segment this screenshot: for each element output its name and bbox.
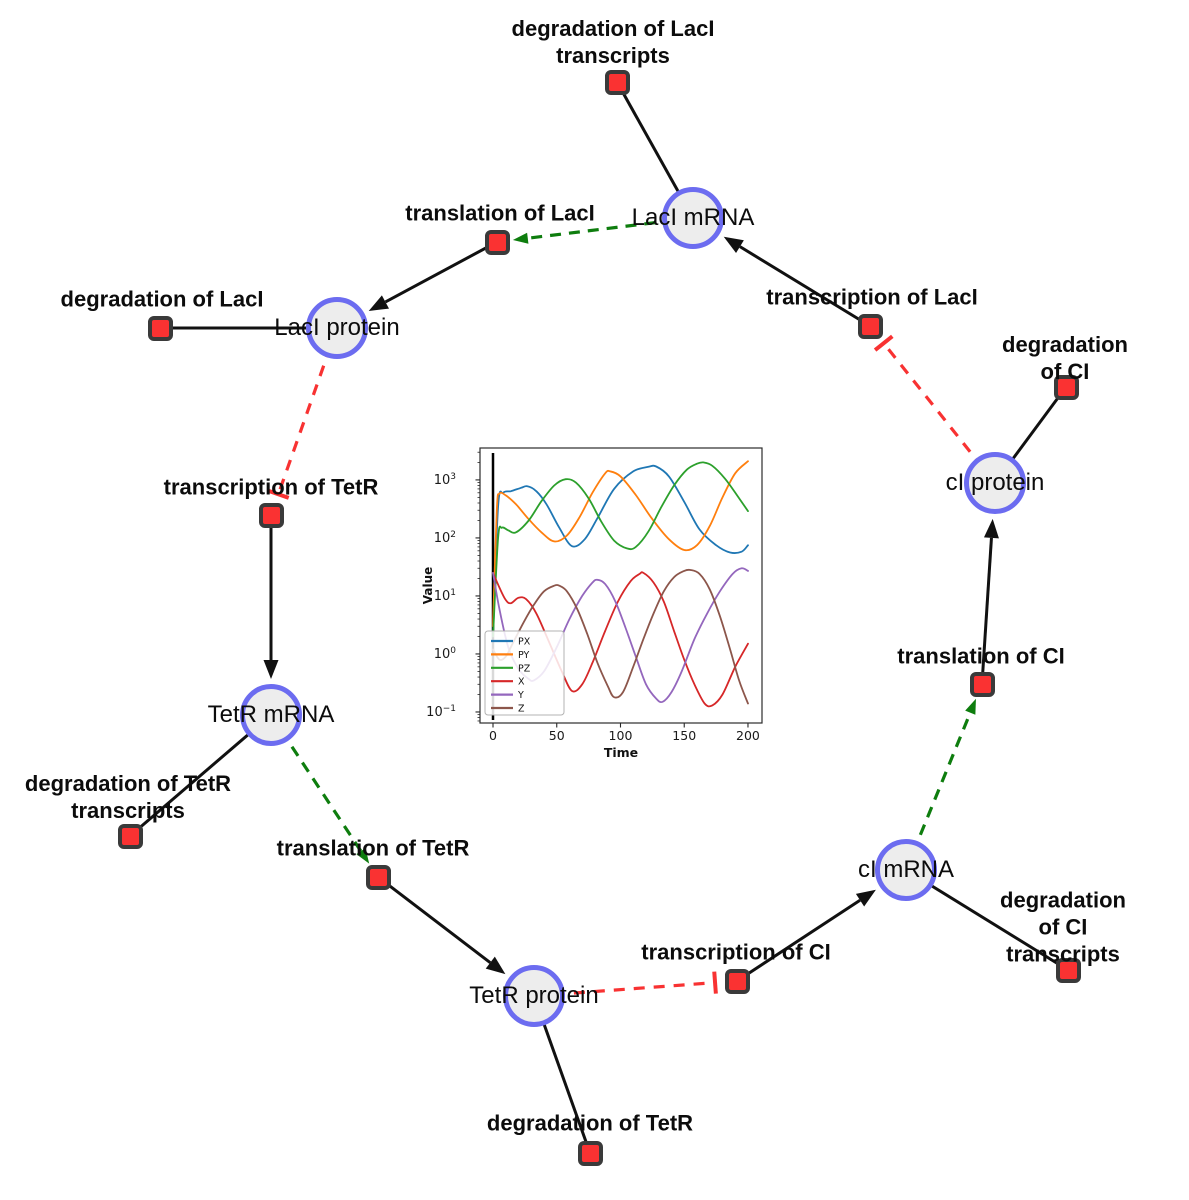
reaction-node-r-deg-ci[interactable]: [1054, 375, 1079, 400]
reaction-label: degradation of TetR transcripts: [24, 771, 232, 823]
reaction-node-r-tl-ci[interactable]: [970, 672, 995, 697]
species-node-s-laci-mrna[interactable]: [662, 187, 724, 249]
reaction-label: degradation of CI transcripts: [1000, 887, 1126, 967]
y-tick-label: 102: [434, 530, 456, 546]
species-label: TetR protein: [469, 982, 599, 1009]
y-tick-label: 103: [434, 472, 456, 488]
species-node-s-tetr-prot[interactable]: [503, 965, 565, 1027]
reaction-label: transcription of CI: [641, 939, 831, 965]
y-tick-label: 101: [434, 588, 456, 604]
reaction-label: translation of LacI: [405, 200, 595, 226]
x-tick-label: 50: [549, 728, 565, 743]
x-tick-label: 150: [672, 728, 696, 743]
reaction-label: translation of TetR: [276, 835, 470, 861]
species-label: cI mRNA: [858, 856, 954, 883]
reaction-node-r-deg-tetr-tx[interactable]: [118, 824, 143, 849]
edge-r-tc-laci-s-laci-mrna: [723, 236, 871, 328]
edge-r-tc-ci-s-ci-mrna: [736, 889, 876, 983]
x-axis-label: Time: [604, 745, 638, 760]
reaction-label: degradation of TetR: [486, 1110, 694, 1136]
y-tick-label: 10−1: [426, 704, 456, 720]
species-node-s-laci-prot[interactable]: [306, 297, 368, 359]
reaction-label: translation of CI: [897, 643, 1065, 669]
legend-label: X: [518, 677, 525, 688]
reaction-label: degradation of LacI: [60, 286, 264, 312]
edge-r-tl-ci-s-ci-prot: [980, 518, 999, 685]
series-PZ: [492, 461, 749, 638]
x-tick-label: 0: [489, 728, 497, 743]
y-tick-label: 100: [434, 646, 457, 662]
x-tick-label: 200: [736, 728, 760, 743]
legend-label: Y: [517, 690, 524, 701]
edge-s-ci-mrna-r-deg-ci-tx: [905, 868, 1069, 972]
species-node-s-ci-prot[interactable]: [964, 452, 1026, 514]
reaction-label: transcription of TetR: [163, 474, 379, 500]
species-label: cI protein: [945, 469, 1045, 496]
edge-r-tc-tetr-s-tetr-mrna: [263, 515, 279, 679]
reaction-node-r-deg-laci-tx[interactable]: [605, 70, 630, 95]
reaction-node-r-deg-tetr[interactable]: [578, 1141, 603, 1166]
species-node-s-ci-mrna[interactable]: [875, 839, 937, 901]
reaction-node-r-tc-laci[interactable]: [858, 314, 883, 339]
reaction-node-r-tl-tetr[interactable]: [366, 865, 391, 890]
legend-label: PX: [518, 637, 531, 648]
species-label: LacI mRNA: [631, 204, 755, 231]
species-label: LacI protein: [274, 314, 400, 341]
reaction-node-r-deg-ci-tx[interactable]: [1056, 958, 1081, 983]
series-PY: [492, 460, 749, 628]
legend-label: PY: [518, 650, 530, 661]
reaction-node-r-deg-laci[interactable]: [148, 316, 173, 341]
chart-legend: PX PY PZ XYZ: [484, 630, 565, 716]
reaction-label: degradation of LacI transcripts: [511, 16, 715, 68]
edge-r-tl-laci-s-laci-prot: [368, 240, 498, 311]
series-Z: [492, 568, 749, 705]
species-label: TetR mRNA: [207, 701, 335, 728]
reaction-node-r-tc-ci[interactable]: [725, 969, 750, 994]
legend-label: PZ: [518, 663, 531, 674]
reaction-node-r-tc-tetr[interactable]: [259, 503, 284, 528]
x-tick-label: 100: [609, 728, 633, 743]
reaction-label: transcription of LacI: [766, 284, 978, 310]
series-X: [492, 571, 749, 708]
edge-r-tl-tetr-s-tetr-prot: [377, 875, 506, 975]
series-PX: [492, 464, 749, 638]
reaction-node-r-tl-laci[interactable]: [485, 230, 510, 255]
legend-label: Z: [518, 704, 525, 715]
species-node-s-tetr-mrna[interactable]: [240, 684, 302, 746]
y-axis-label: Value: [421, 567, 435, 605]
reaction-label: degradation of CI: [1002, 332, 1128, 384]
